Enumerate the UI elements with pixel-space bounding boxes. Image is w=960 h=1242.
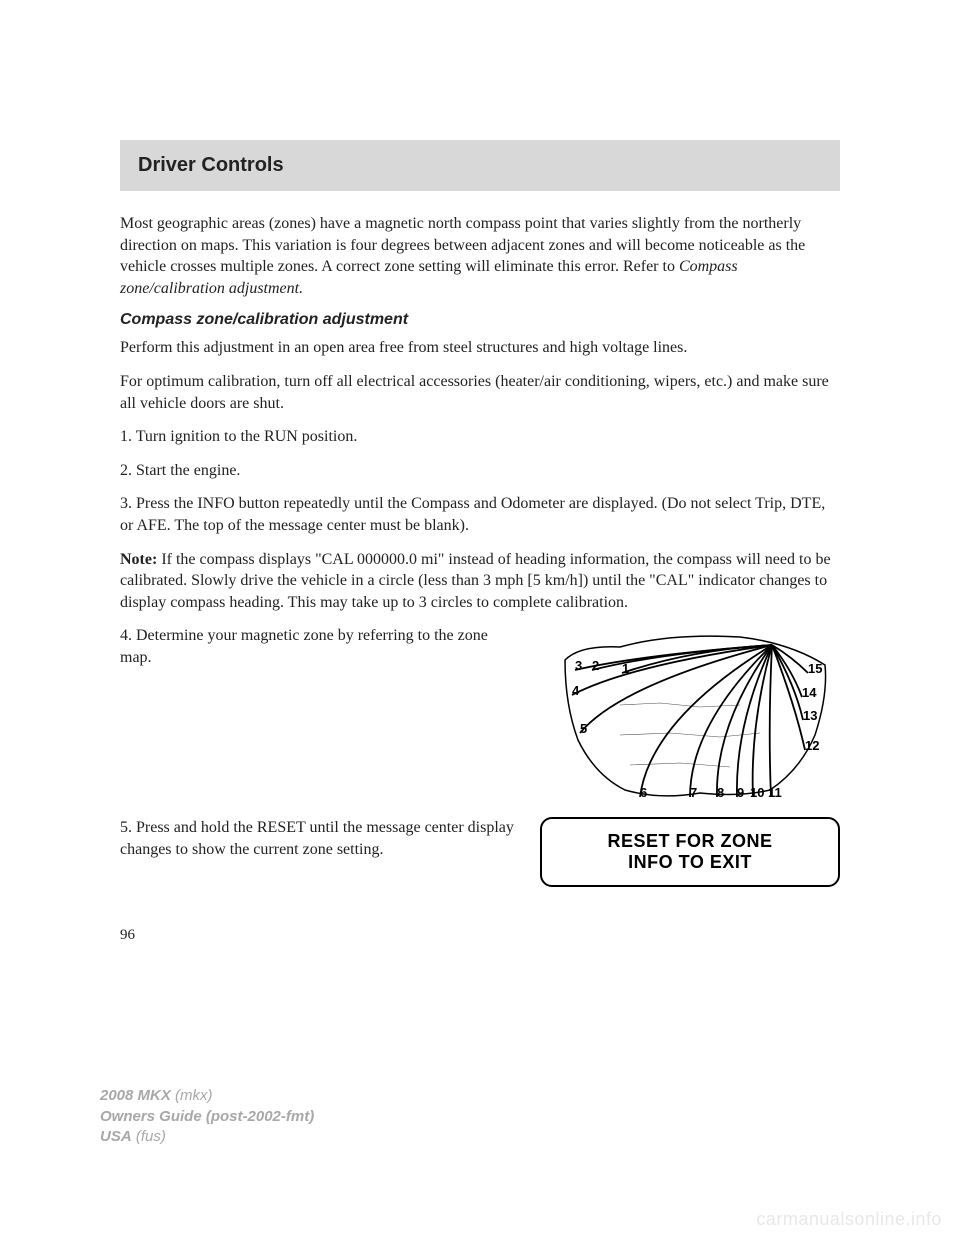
step-5: 5. Press and hold the RESET until the me… xyxy=(120,817,522,860)
footer-region: USA (fus) xyxy=(100,1127,314,1147)
zone-label-5: 5 xyxy=(580,721,587,736)
zone-label-2: 2 xyxy=(592,658,599,673)
zone-label-1: 1 xyxy=(622,661,629,676)
footer-model-bold: 2008 MKX xyxy=(100,1087,171,1104)
footer-model: 2008 MKX (mkx) xyxy=(100,1086,314,1106)
paragraph-1: Perform this adjustment in an open area … xyxy=(120,337,840,359)
zone-label-7: 7 xyxy=(690,785,697,800)
watermark: carmanualsonline.info xyxy=(756,1209,942,1230)
zone-label-9: 9 xyxy=(737,785,744,800)
section-header: Driver Controls xyxy=(120,140,840,191)
footer-region-plain: (fus) xyxy=(132,1128,166,1145)
display-line-2: INFO TO EXIT xyxy=(628,852,752,874)
message-center-display: RESET FOR ZONE INFO TO EXIT xyxy=(540,817,840,887)
zone-map-figure: 1 2 3 4 5 6 7 8 9 10 11 12 13 14 15 xyxy=(540,625,840,805)
zone-label-4: 4 xyxy=(572,683,580,698)
zone-map-svg: 1 2 3 4 5 6 7 8 9 10 11 12 13 14 15 xyxy=(540,625,840,805)
zone-label-3: 3 xyxy=(575,658,582,673)
step-2: 2. Start the engine. xyxy=(120,460,840,482)
step-4: 4. Determine your magnetic zone by refer… xyxy=(120,625,522,668)
step-3: 3. Press the INFO button repeatedly unti… xyxy=(120,493,840,536)
zone-label-10: 10 xyxy=(750,785,764,800)
footer-region-bold: USA xyxy=(100,1128,132,1145)
section-title: Driver Controls xyxy=(138,154,822,177)
step5-row: 5. Press and hold the RESET until the me… xyxy=(120,817,840,887)
page-number: 96 xyxy=(120,927,840,944)
zone-label-11: 11 xyxy=(768,785,782,800)
note-body: If the compass displays "CAL 000000.0 mi… xyxy=(120,551,831,611)
step4-row: 4. Determine your magnetic zone by refer… xyxy=(120,625,840,805)
footer-guide: Owners Guide (post-2002-fmt) xyxy=(100,1107,314,1127)
display-line-1: RESET FOR ZONE xyxy=(607,831,772,853)
zone-label-8: 8 xyxy=(717,785,724,800)
zone-label-15: 15 xyxy=(808,661,822,676)
step-1: 1. Turn ignition to the RUN position. xyxy=(120,426,840,448)
zone-label-14: 14 xyxy=(802,685,817,700)
footer: 2008 MKX (mkx) Owners Guide (post-2002-f… xyxy=(100,1086,314,1147)
note-paragraph: Note: If the compass displays "CAL 00000… xyxy=(120,549,840,614)
footer-model-plain: (mkx) xyxy=(171,1087,213,1104)
zone-label-12: 12 xyxy=(805,738,819,753)
subheading: Compass zone/calibration adjustment xyxy=(120,311,840,329)
zone-label-6: 6 xyxy=(640,785,647,800)
intro-paragraph: Most geographic areas (zones) have a mag… xyxy=(120,213,840,299)
zone-label-13: 13 xyxy=(803,708,817,723)
note-label: Note: xyxy=(120,551,157,568)
paragraph-2: For optimum calibration, turn off all el… xyxy=(120,371,840,414)
